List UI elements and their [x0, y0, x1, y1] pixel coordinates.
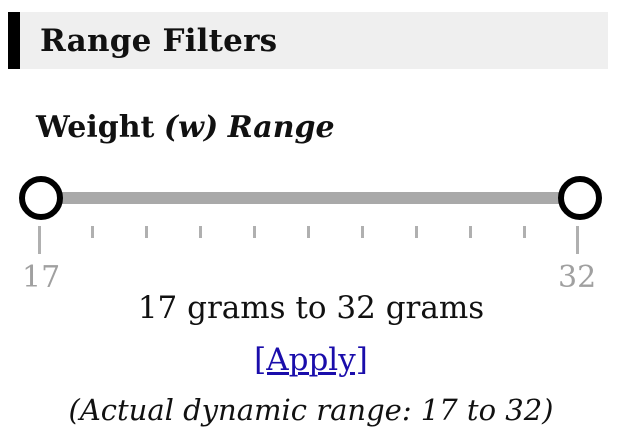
slider-max-label: 32 [558, 260, 597, 295]
section-header: Range Filters [8, 12, 608, 69]
tick-major-min [38, 226, 41, 254]
range-label-main: Weight [36, 110, 155, 145]
tick-major-max [576, 226, 579, 254]
slider-min-label: 17 [22, 260, 61, 295]
tick-minor [199, 226, 202, 238]
tick-minor [91, 226, 94, 238]
range-filter-label: Weight (w) Range [36, 110, 335, 145]
weight-range-slider[interactable]: 17 32 [0, 170, 622, 300]
tick-minor [523, 226, 526, 238]
tick-minor [469, 226, 472, 238]
apply-link-container: [Apply] [0, 342, 622, 378]
tick-minor [307, 226, 310, 238]
slider-min-handle[interactable] [19, 176, 63, 220]
slider-selected-range [40, 192, 578, 204]
actual-dynamic-range: (Actual dynamic range: 17 to 32) [68, 393, 554, 427]
slider-max-handle[interactable] [558, 176, 602, 220]
apply-link[interactable]: [Apply] [254, 342, 368, 378]
range-label-variable: (w) [163, 110, 219, 145]
selected-range-summary: 17 grams to 32 grams [137, 290, 485, 326]
range-label-suffix: Range [227, 110, 335, 145]
tick-minor [415, 226, 418, 238]
tick-minor [253, 226, 256, 238]
section-title: Range Filters [40, 23, 278, 59]
tick-minor [361, 226, 364, 238]
tick-minor [145, 226, 148, 238]
